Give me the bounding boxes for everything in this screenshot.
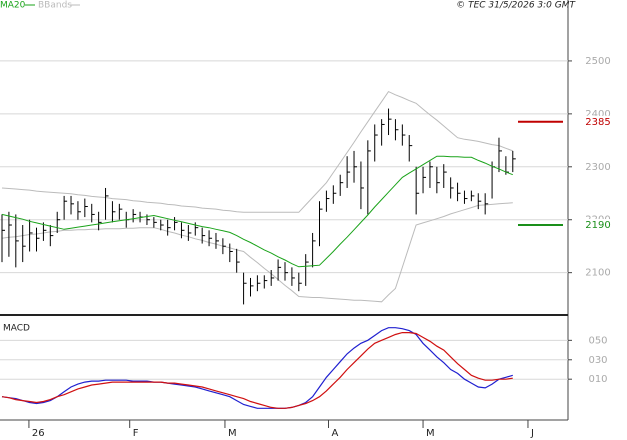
price-label-bg (580, 115, 614, 128)
source: © TEC 31/5/2026 3:0 GMT (456, 1, 576, 11)
macd-line (1, 327, 513, 409)
price-label-bg (580, 219, 614, 232)
y-tick-label: 050 (588, 335, 607, 346)
y-tick-label: 010 (588, 374, 607, 385)
price-label: 2190 (585, 220, 610, 231)
y-tick-label: 2400 (585, 109, 610, 120)
macd-line (1, 332, 513, 409)
y-tick-label: 2500 (585, 56, 610, 67)
bband-upper (1, 90, 513, 213)
x-tick-label: 26 (32, 428, 45, 439)
bband-lower (1, 202, 513, 303)
macd-title: MACD (3, 324, 30, 334)
x-tick-label: M (426, 428, 435, 439)
x-tick-label: M (228, 428, 237, 439)
x-tick-label: J (530, 428, 534, 439)
ma-line (1, 155, 513, 268)
legend-ma: MA20 (0, 1, 26, 11)
y-tick-label: 030 (588, 355, 607, 366)
y-tick-label: 2100 (585, 268, 610, 279)
x-tick-label: F (133, 428, 139, 439)
legend-bbands: BBands (38, 1, 72, 11)
price-label: 2385 (585, 117, 610, 128)
x-tick-label: A (331, 428, 338, 439)
y-tick-label: 2300 (585, 162, 610, 173)
